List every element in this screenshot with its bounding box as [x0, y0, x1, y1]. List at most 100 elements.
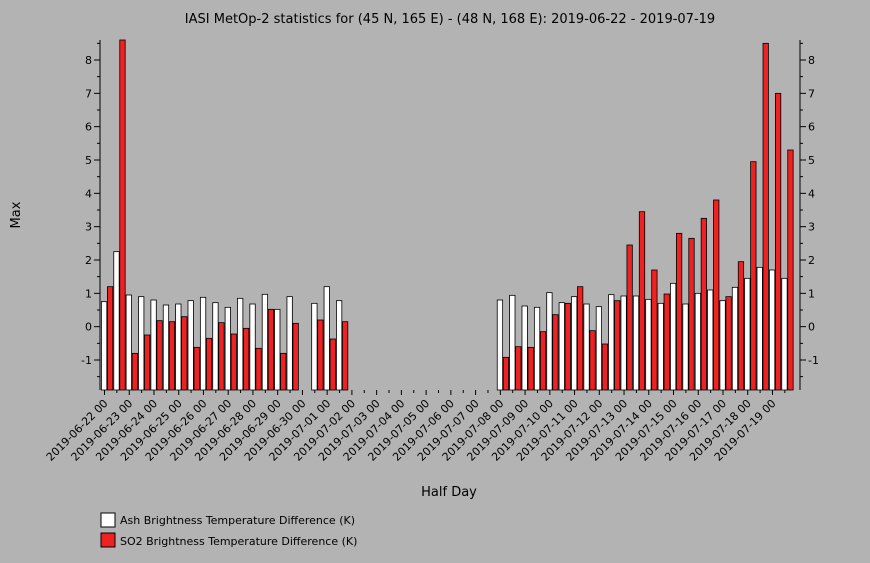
- bar-ash: [558, 302, 565, 391]
- bar-ash: [237, 297, 244, 391]
- bar-ash: [756, 266, 763, 391]
- bar-so2: [144, 334, 151, 391]
- bar-so2: [676, 232, 683, 391]
- bar-so2: [515, 346, 522, 391]
- bar-ash: [521, 305, 528, 391]
- bar-so2: [614, 300, 621, 391]
- bar-so2: [651, 269, 658, 391]
- bar-so2: [725, 296, 732, 391]
- legend: Ash Brightness Temperature Difference (K…: [100, 512, 357, 548]
- bar-ash: [101, 301, 108, 391]
- y-tick-label-left: 2: [85, 254, 92, 267]
- bar-so2: [774, 92, 782, 391]
- bar-ash: [199, 296, 207, 391]
- legend-label-ash: Ash Brightness Temperature Difference (K…: [120, 514, 355, 527]
- bar-ash: [224, 306, 231, 391]
- bar-so2: [280, 352, 287, 391]
- bar-ash: [546, 292, 553, 391]
- bar-ash: [731, 286, 739, 391]
- bar-so2: [502, 356, 510, 391]
- bar-ash: [138, 296, 145, 391]
- y-tick-label-left: 5: [85, 154, 92, 167]
- y-tick-label-left: 0: [85, 321, 92, 334]
- y-tick-label-right: -1: [808, 354, 819, 367]
- bar-so2: [267, 308, 275, 391]
- y-tick-label-left: 1: [85, 287, 92, 300]
- bar-ash: [595, 306, 603, 391]
- bar-so2: [131, 352, 138, 391]
- bar-so2: [292, 322, 299, 391]
- bar-ash: [311, 302, 318, 391]
- bar-so2: [589, 330, 596, 391]
- bar-ash: [125, 294, 132, 391]
- bar-so2: [737, 261, 745, 391]
- bar-ash: [670, 282, 677, 391]
- bar-ash: [274, 308, 281, 391]
- bar-ash: [744, 277, 751, 391]
- bar-so2: [700, 217, 707, 391]
- y-tick-label-right: 2: [808, 254, 815, 267]
- bar-ash: [645, 298, 652, 391]
- bar-ash: [261, 293, 269, 391]
- bar-so2: [762, 42, 769, 391]
- bar-so2: [255, 347, 262, 391]
- bar-so2: [193, 346, 200, 391]
- bar-ash: [571, 296, 578, 391]
- bar-ash: [657, 302, 664, 391]
- bar-ash: [496, 299, 504, 391]
- bar-so2: [601, 343, 609, 391]
- bar-ash: [509, 294, 516, 391]
- y-tick-label-right: 4: [808, 187, 815, 200]
- bar-ash: [768, 269, 776, 391]
- y-tick-label-left: -1: [81, 354, 92, 367]
- y-tick-label-right: 6: [808, 121, 815, 134]
- bar-ash: [249, 303, 256, 391]
- bar-so2: [552, 314, 559, 391]
- bar-ash: [212, 302, 219, 391]
- bar-so2: [688, 237, 695, 391]
- bar-ash: [682, 303, 689, 391]
- y-axis-left: -1 0 1 2 3 4 5 6 7 8: [81, 40, 101, 390]
- legend-swatch-ash: [100, 512, 116, 528]
- chart-title: IASI MetOp-2 statistics for (45 N, 165 E…: [185, 12, 715, 27]
- legend-swatch-so2: [100, 532, 116, 548]
- bar-so2: [626, 244, 633, 391]
- y-tick-label-right: 0: [808, 321, 815, 334]
- bar-so2: [218, 322, 225, 391]
- bars: [101, 39, 794, 391]
- bar-so2: [230, 333, 237, 391]
- y-tick-label-right: 3: [808, 221, 815, 234]
- bar-ash: [632, 295, 640, 391]
- bar-so2: [787, 149, 794, 391]
- y-axis-label: Max: [9, 201, 24, 228]
- bar-ash: [150, 299, 157, 391]
- bar-so2: [527, 346, 534, 391]
- bar-ash: [608, 294, 615, 391]
- y-tick-label-right: 1: [808, 287, 815, 300]
- bar-so2: [156, 320, 163, 391]
- legend-label-so2: SO2 Brightness Temperature Difference (K…: [120, 535, 357, 548]
- bar-so2: [243, 327, 250, 391]
- bar-ash: [336, 300, 343, 391]
- bar-so2: [181, 316, 188, 391]
- bar-so2: [168, 321, 176, 391]
- y-tick-label-left: 7: [85, 87, 92, 100]
- x-axis-label: Half Day: [421, 485, 477, 500]
- y-axis-right: -1 0 1 2 3 4 5 6 7 8: [799, 40, 819, 390]
- bar-so2: [317, 319, 324, 391]
- bar-so2: [205, 337, 213, 391]
- bar-ash: [781, 277, 788, 391]
- y-tick-label-right: 5: [808, 154, 815, 167]
- y-tick-label-left: 3: [85, 221, 92, 234]
- bar-so2: [539, 331, 547, 391]
- bar-so2: [577, 286, 584, 391]
- bar-ash: [719, 300, 726, 391]
- bar-so2: [638, 211, 646, 391]
- bar-ash: [694, 292, 701, 391]
- bar-ash: [620, 295, 627, 391]
- bar-ash: [286, 296, 293, 391]
- bar-so2: [107, 286, 114, 391]
- bar-ash: [175, 303, 182, 391]
